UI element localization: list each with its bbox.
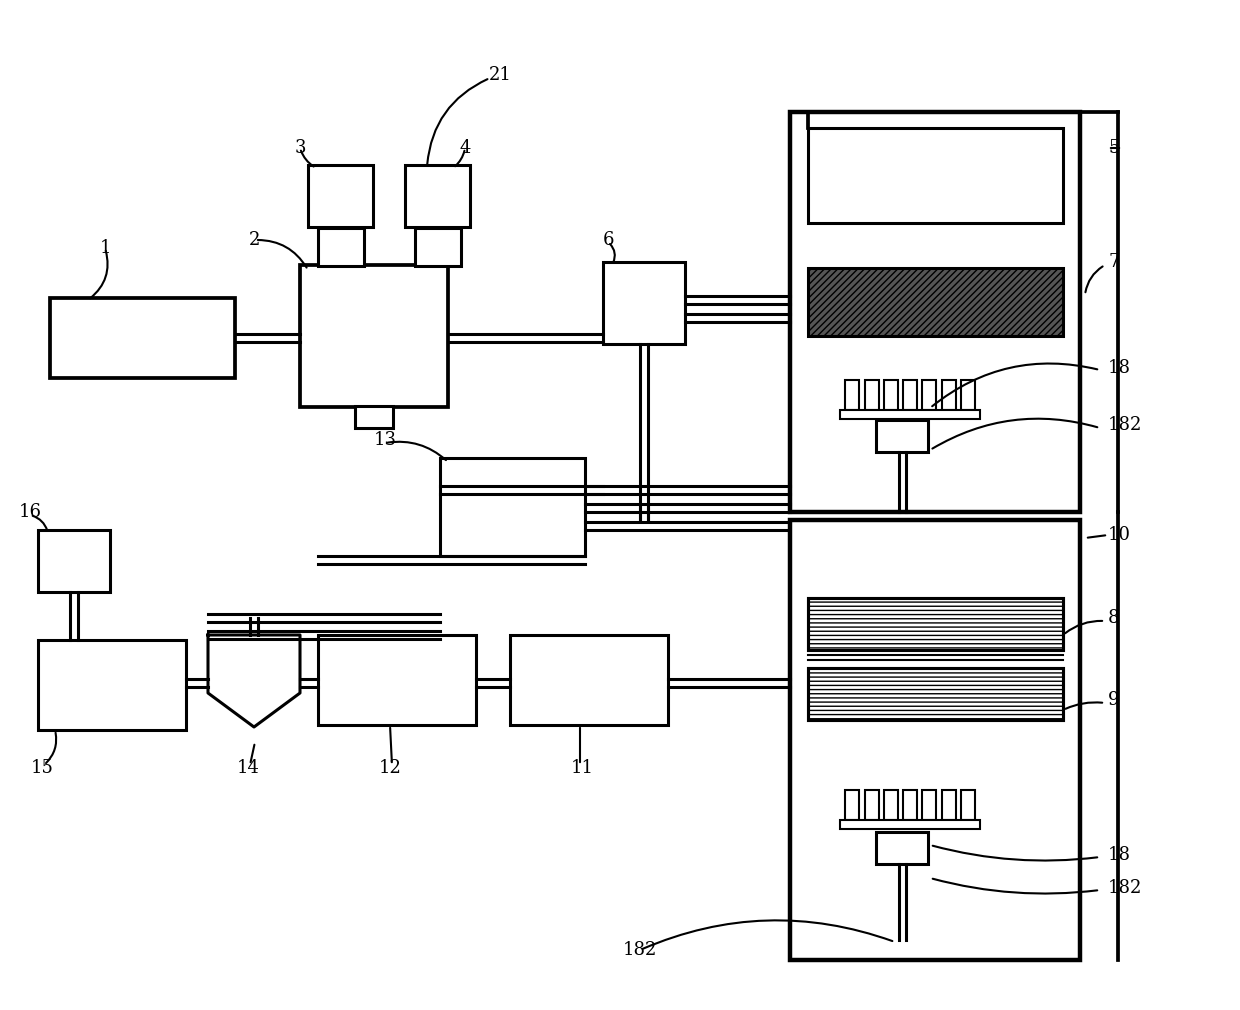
Bar (510, 635, 668, 725)
Bar (839, 820, 980, 829)
Bar (808, 598, 1063, 650)
Bar (808, 128, 1063, 223)
Bar (961, 790, 975, 820)
Bar (923, 790, 936, 820)
Text: 12: 12 (378, 759, 402, 777)
Text: 3: 3 (294, 139, 306, 157)
Bar (884, 380, 898, 410)
Bar (923, 380, 936, 410)
Bar (603, 262, 684, 344)
Text: 14: 14 (237, 759, 259, 777)
Bar (355, 406, 393, 428)
Bar (790, 520, 1080, 960)
Text: 5: 5 (1109, 139, 1120, 157)
Bar (50, 298, 236, 378)
Bar (38, 640, 186, 730)
Text: 6: 6 (603, 231, 614, 249)
Text: 9: 9 (1109, 691, 1120, 709)
Text: 18: 18 (1109, 846, 1131, 864)
Text: 11: 11 (570, 759, 594, 777)
Text: 18: 18 (1109, 359, 1131, 377)
Bar (941, 790, 956, 820)
Bar (839, 410, 980, 419)
Bar (790, 112, 1080, 512)
Bar (846, 790, 859, 820)
Text: 4: 4 (459, 139, 471, 157)
Text: 15: 15 (31, 759, 53, 777)
Bar (875, 420, 928, 452)
Text: 182: 182 (1109, 416, 1142, 434)
Bar (864, 380, 878, 410)
Text: 182: 182 (1109, 879, 1142, 897)
Text: 13: 13 (373, 431, 397, 449)
Text: 7: 7 (1109, 252, 1120, 271)
Text: 21: 21 (489, 66, 511, 84)
Bar (875, 832, 928, 864)
Bar (405, 165, 470, 227)
Bar (808, 668, 1063, 720)
Bar (864, 790, 878, 820)
Bar (808, 268, 1063, 336)
Bar (300, 265, 448, 407)
Text: 1: 1 (99, 239, 110, 257)
Text: 8: 8 (1109, 609, 1120, 627)
Bar (808, 668, 1063, 720)
Bar (884, 790, 898, 820)
Text: 10: 10 (1109, 526, 1131, 544)
Text: 2: 2 (249, 231, 260, 249)
Bar (38, 530, 110, 592)
Text: 182: 182 (622, 941, 657, 960)
Bar (440, 458, 585, 556)
Bar (308, 165, 373, 227)
Bar (941, 380, 956, 410)
Text: 16: 16 (19, 503, 41, 521)
Bar (903, 790, 918, 820)
Bar (846, 380, 859, 410)
Bar (808, 598, 1063, 650)
Bar (961, 380, 975, 410)
Bar (317, 228, 365, 266)
Bar (317, 635, 476, 725)
Bar (415, 228, 461, 266)
Bar (903, 380, 918, 410)
